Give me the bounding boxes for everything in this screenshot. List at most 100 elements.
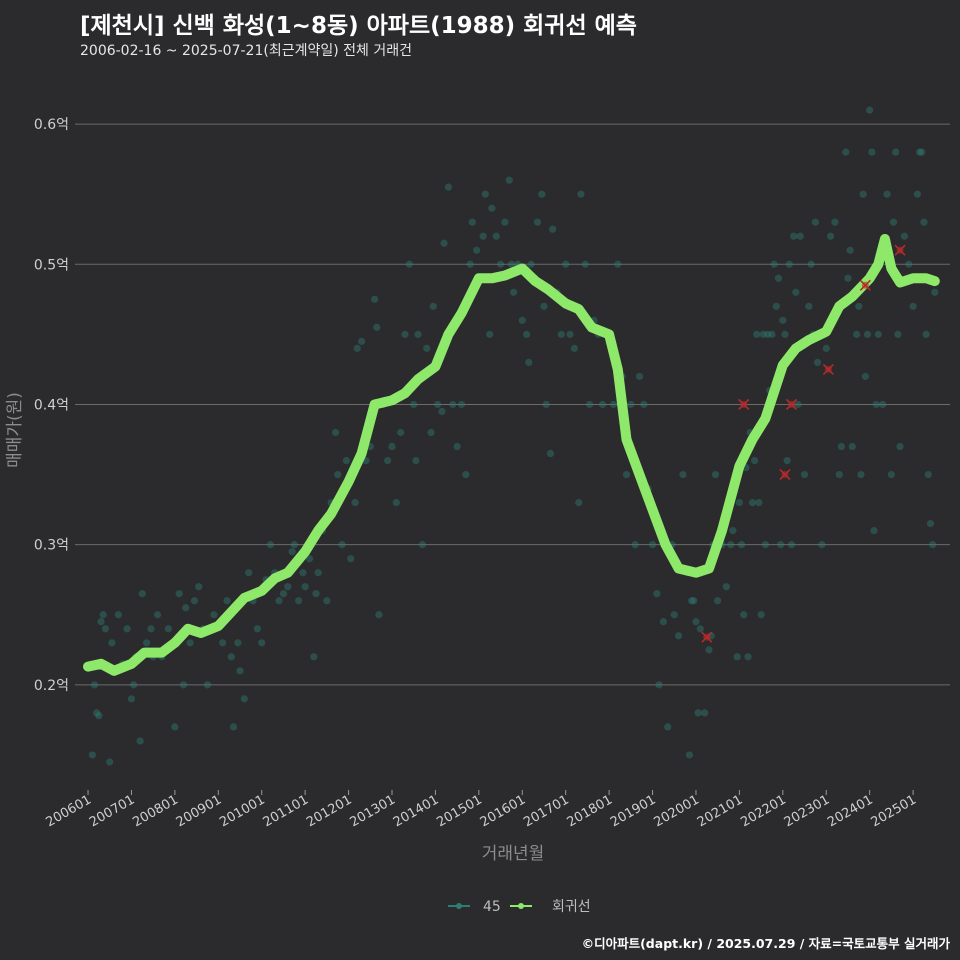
scatter-point (835, 470, 843, 479)
scatter-point (659, 618, 667, 626)
scatter-point (557, 330, 565, 338)
scatter-point (905, 260, 913, 268)
scatter-point (542, 400, 550, 409)
scatter-point (822, 344, 830, 352)
scatter-point (692, 618, 700, 626)
scatter-point (635, 372, 644, 381)
scatter-point (518, 316, 526, 324)
scatter-point (733, 653, 741, 661)
scatter-point (412, 456, 420, 465)
scatter-point (922, 330, 930, 338)
regression-line (83, 234, 940, 676)
scatter-point (846, 246, 854, 254)
scatter-point (203, 681, 212, 689)
scatter-point (479, 232, 487, 240)
scatter-point (931, 288, 939, 296)
scatter-point (549, 225, 557, 233)
scatter-point (674, 632, 683, 640)
scatter-point (375, 611, 383, 619)
scatter-point (855, 302, 863, 310)
scatter-point (234, 639, 242, 647)
scatter-point (781, 330, 789, 338)
scatter-point (729, 527, 737, 535)
scatter-point (929, 541, 937, 549)
scatter-point (805, 302, 813, 310)
scatter-point (787, 541, 796, 549)
scatter-point (373, 323, 381, 331)
scatter-point (342, 456, 351, 465)
scatter-point (764, 330, 772, 338)
scatter-point (585, 400, 594, 409)
scatter-point (147, 625, 155, 633)
legend-swatch-dot (456, 903, 462, 909)
y-tick-label: 0.4억 (34, 397, 69, 413)
footer-credit: ©디아파트(dapt.kr) / 2025.07.29 / 자료=국토교통부 실… (581, 936, 950, 951)
scatter-point (774, 274, 783, 282)
scatter-point (761, 541, 770, 549)
scatter-point (916, 148, 924, 156)
scatter-point (108, 639, 116, 647)
x-tick-label: 200601 (44, 792, 94, 830)
scatter-point (648, 541, 657, 549)
scatter-point (227, 653, 235, 661)
scatter-point (883, 190, 891, 198)
scatter-point (496, 260, 505, 268)
x-tick-label: 201001 (217, 792, 267, 830)
scatter-point (800, 470, 809, 479)
scatter-point (468, 218, 476, 226)
scatter-point (918, 148, 926, 156)
scatter-point (438, 407, 446, 416)
y-tick-label: 0.5억 (34, 257, 69, 273)
chart-title: [제천시] 신백 화성(1~8동) 아파트(1988) 회귀선 예측 (80, 13, 637, 39)
x-tick-label: 202301 (782, 792, 832, 830)
scatter-point (223, 597, 231, 605)
scatter-point (826, 232, 835, 240)
x-tick-label: 200801 (130, 792, 180, 830)
scatter-point (310, 653, 318, 661)
scatter-point (727, 541, 735, 549)
scatter-point (792, 288, 800, 296)
scatter-point (796, 232, 804, 240)
scatter-point (288, 548, 296, 556)
scatter-point (737, 541, 746, 549)
y-tick-label: 0.3억 (34, 538, 69, 554)
legend-label: 45 (483, 899, 501, 915)
scatter-point (842, 148, 850, 156)
scatter-point (284, 583, 292, 591)
scatter-point (90, 681, 99, 689)
scatter-point (614, 260, 622, 268)
scatter-point (99, 611, 107, 619)
scatter-point (653, 590, 661, 598)
scatter-point (334, 470, 342, 479)
scatter-point (397, 428, 405, 437)
scatter-point (418, 541, 426, 549)
scatter-point (507, 260, 516, 268)
scatter-point (501, 218, 509, 226)
scatter-point (609, 400, 618, 409)
x-tick-label: 202001 (651, 792, 701, 830)
scatter-point (509, 288, 518, 296)
scatter-point (299, 569, 307, 577)
x-tick-label: 200701 (87, 792, 137, 830)
scatter-point (388, 442, 396, 451)
x-tick-label: 202101 (695, 792, 745, 830)
scatter-point (462, 470, 470, 479)
x-tick-label: 201801 (565, 792, 615, 830)
scatter-point (351, 498, 359, 507)
scatter-point (429, 302, 437, 310)
scatter-point (245, 569, 253, 577)
scatter-point (861, 372, 869, 381)
scatter-point (879, 400, 887, 409)
scatter-point (525, 358, 533, 367)
scatter-point (768, 330, 776, 338)
scatter-point (457, 400, 466, 409)
scatter-point (785, 260, 793, 268)
scatter-point (401, 330, 409, 338)
scatter-point (622, 470, 631, 479)
scatter-point (229, 723, 238, 731)
scatter-point (575, 498, 583, 507)
scatter-point (138, 590, 146, 598)
scatter-point (219, 639, 227, 647)
y-tick-label: 0.2억 (34, 678, 69, 694)
scatter-point (892, 148, 900, 156)
